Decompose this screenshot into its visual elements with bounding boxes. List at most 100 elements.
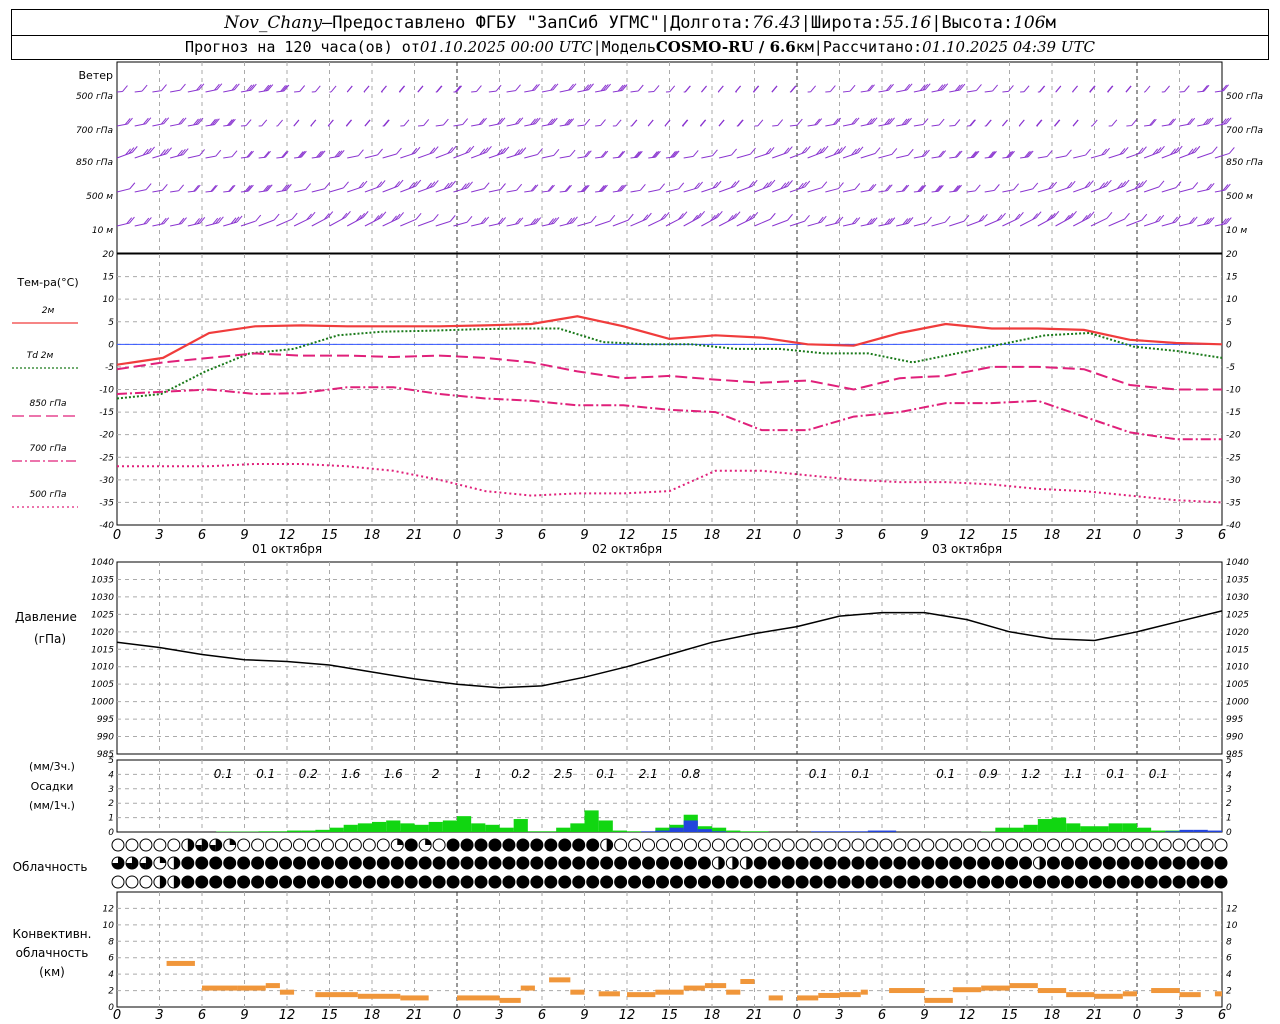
wind-barb-staff bbox=[471, 188, 485, 193]
cloud-symbol bbox=[614, 875, 628, 889]
wind-barb-flag bbox=[564, 185, 571, 192]
pres-ytick-left: 985 bbox=[97, 750, 114, 760]
cloud-symbol bbox=[279, 838, 293, 852]
wind-barb-flag bbox=[442, 118, 449, 126]
wind-barb-flag bbox=[1152, 148, 1159, 156]
wind-barb-staff bbox=[630, 218, 647, 227]
wind-barb-flag bbox=[1046, 150, 1053, 157]
wind-barb-staff bbox=[789, 151, 806, 159]
wind-barb-flag bbox=[906, 83, 913, 91]
wind-barb-flag bbox=[609, 214, 616, 222]
wind-barb-flag bbox=[854, 217, 861, 224]
pres-ytick-right: 1040 bbox=[1226, 558, 1249, 568]
conv-ytick-right: 10 bbox=[1226, 921, 1238, 931]
precip-rain-bar bbox=[542, 831, 557, 832]
wind-barb-staff bbox=[966, 219, 983, 227]
wind-barb-flag bbox=[429, 147, 436, 155]
wind-barb-flag bbox=[991, 150, 997, 158]
wind-barb-flag bbox=[572, 216, 578, 224]
wind-barb-flag bbox=[600, 150, 607, 158]
temp-ytick-left: -20 bbox=[99, 431, 114, 441]
wind-barb-flag bbox=[919, 84, 926, 92]
cloud-symbol bbox=[1214, 856, 1228, 870]
temp-ytick-right: -40 bbox=[1226, 521, 1241, 531]
cloud-symbol bbox=[306, 838, 320, 852]
temp-xtick: 15 bbox=[661, 528, 678, 543]
wind-barb-flag bbox=[734, 211, 741, 219]
precip-3h-total: 0.1 bbox=[851, 767, 870, 781]
wind-barb-staff bbox=[825, 222, 839, 227]
wind-barb-flag bbox=[214, 118, 220, 125]
conv-cloud-bar bbox=[655, 989, 684, 995]
wind-barb-staff bbox=[1143, 151, 1160, 159]
wind-barb-flag bbox=[1053, 211, 1060, 218]
cloud-symbol bbox=[502, 838, 516, 852]
cloud-symbol bbox=[293, 856, 307, 870]
wind-barb-flag bbox=[751, 179, 758, 187]
cloud-symbol bbox=[628, 856, 642, 870]
wind-barb-flag bbox=[517, 217, 524, 224]
alt-unit: м bbox=[1045, 12, 1056, 33]
temp-ytick-left: -15 bbox=[99, 408, 114, 418]
precip-ytick-right: 5 bbox=[1226, 756, 1232, 766]
wind-barb-flag bbox=[1067, 212, 1074, 220]
precip-rain-bar bbox=[258, 831, 273, 832]
wind-barb-flag bbox=[585, 83, 592, 91]
cloud-symbol bbox=[1116, 838, 1130, 852]
wind-barb-flag bbox=[902, 218, 909, 225]
conv-xtick: 9 bbox=[240, 1008, 248, 1023]
temp-ytick-left: 5 bbox=[108, 318, 114, 328]
wind-barb-flag bbox=[328, 119, 334, 127]
cloud-symbol bbox=[795, 856, 809, 870]
wind-barb-flag bbox=[408, 182, 415, 190]
conv-xtick: 15 bbox=[661, 1008, 678, 1023]
cloud-symbol bbox=[823, 838, 837, 852]
precip-rain-bar bbox=[726, 830, 741, 832]
wind-barb-flag bbox=[963, 214, 970, 222]
wind-barb-staff bbox=[825, 151, 841, 159]
wind-barb-flag bbox=[937, 184, 944, 192]
wind-barb-flag bbox=[548, 218, 555, 225]
wind-barb-flag bbox=[305, 183, 311, 190]
wind-barb-flag bbox=[1222, 184, 1229, 191]
cloud-symbol bbox=[1060, 856, 1074, 870]
wind-barb-flag bbox=[566, 217, 573, 225]
wind-barb-staff bbox=[842, 222, 855, 227]
wind-barb-flag bbox=[248, 184, 254, 192]
wind-barb-flag bbox=[255, 214, 262, 222]
pres-ytick-left: 990 bbox=[97, 733, 114, 743]
wind-barb-staff bbox=[966, 89, 977, 93]
wind-barb-flag bbox=[954, 119, 961, 126]
wind-barb-flag bbox=[479, 148, 486, 156]
temp-xtick: 21 bbox=[406, 528, 423, 543]
wind-barb-flag bbox=[769, 212, 776, 220]
wind-barb-flag bbox=[870, 183, 877, 191]
precip-rain-bar bbox=[598, 820, 613, 832]
wind-barb-staff bbox=[400, 218, 417, 227]
cloud-symbol bbox=[809, 838, 823, 852]
wind-barb-flag bbox=[834, 217, 841, 224]
wind-barb-staff bbox=[825, 188, 839, 193]
wind-barb-flag bbox=[1205, 117, 1212, 125]
wind-barb-staff bbox=[258, 219, 275, 227]
wind-barb-staff bbox=[506, 223, 519, 227]
cloud-symbol bbox=[1186, 838, 1200, 852]
wind-barb-flag bbox=[450, 180, 456, 188]
conv-xtick: 15 bbox=[1001, 1008, 1018, 1023]
wind-barb-flag bbox=[619, 84, 626, 92]
wind-barb-flag bbox=[1189, 117, 1196, 125]
wind-barb-flag bbox=[486, 146, 492, 153]
cloud-symbol bbox=[656, 875, 670, 889]
wind-barb-staff bbox=[931, 124, 940, 127]
wind-barb-flag bbox=[377, 148, 383, 156]
wind-barb-flag bbox=[358, 149, 364, 157]
precip-rain-bar bbox=[372, 821, 387, 832]
wind-barb-flag bbox=[299, 85, 306, 92]
conv-cloud-bar bbox=[768, 995, 783, 1001]
cloud-symbol bbox=[1158, 875, 1172, 889]
cloud-symbol bbox=[893, 838, 907, 852]
wind-barb-flag bbox=[194, 218, 200, 225]
conv-xtick: 3 bbox=[835, 1008, 843, 1023]
provider: Предоставлено ФГБУ "ЗапСиб УГМС" bbox=[332, 12, 660, 33]
